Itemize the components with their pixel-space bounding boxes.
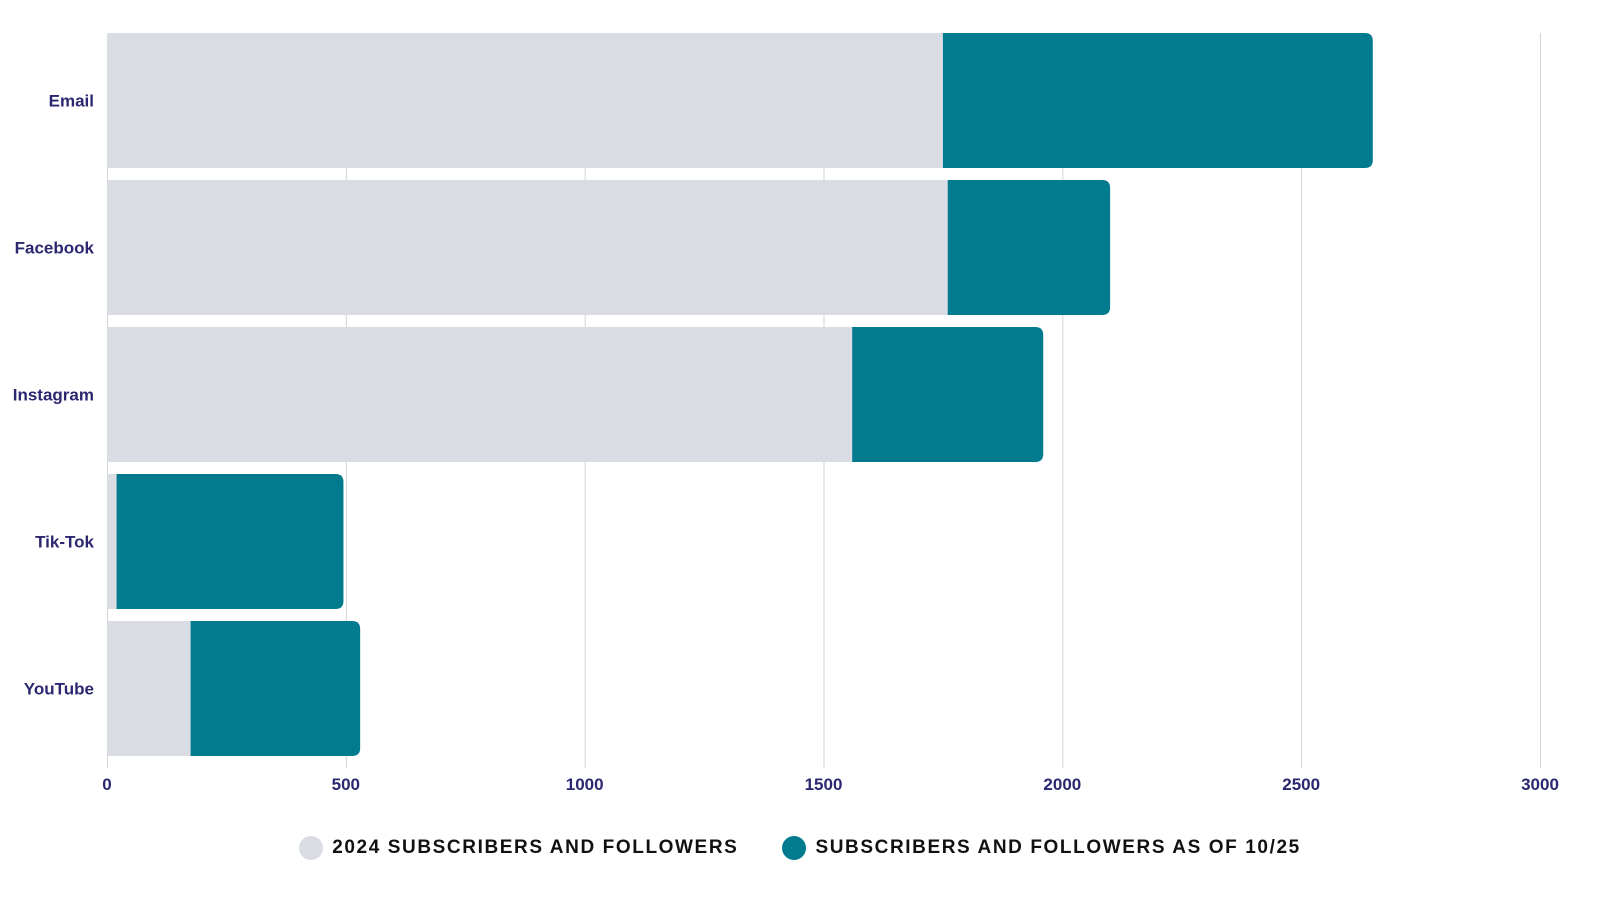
bar-youtube-series-2 [190,621,361,756]
category-label-instagram: Instagram [13,386,94,405]
category-label-email: Email [49,92,94,111]
legend-swatch-2024 [299,836,324,860]
x-axis-tick-labels: 0 500 1000 1500 2000 2500 3000 [102,775,1559,794]
x-tick-label-2500: 2500 [1282,775,1320,794]
bar-facebook-series-2 [947,180,1111,315]
x-tick-label-1500: 1500 [805,775,843,794]
category-label-facebook: Facebook [15,239,95,258]
x-tick-label-1000: 1000 [566,775,604,794]
x-tick-label-2000: 2000 [1043,775,1081,794]
bar-email-series-1 [107,33,943,168]
bar-facebook-series-1 [107,180,948,315]
x-tick-label-0: 0 [102,775,111,794]
bar-instagram-series-1 [107,327,853,462]
bar-tik-tok-series-2 [116,474,344,609]
legend-swatch-current [782,836,807,860]
bar-instagram-series-2 [852,327,1044,462]
bar-tik-tok-series-1 [107,474,117,609]
bar-youtube-series-1 [107,621,191,756]
legend-label-2024: 2024 Subscribers and Followers [332,837,739,858]
category-labels: Email Facebook Instagram Tik-Tok YouTube [13,92,95,699]
x-tick-label-3000: 3000 [1521,775,1559,794]
legend: 2024 Subscribers and Followers Subscribe… [0,828,1600,868]
bars [107,33,1373,756]
category-label-youtube: YouTube [24,680,94,699]
legend-item-2024: 2024 Subscribers and Followers [299,836,738,860]
category-label-tik-tok: Tik-Tok [35,533,94,552]
bar-email-series-2 [942,33,1373,168]
x-tick-label-500: 500 [332,775,360,794]
legend-label-current: Subscribers and Followers as of 10/25 [815,837,1301,858]
legend-item-current: Subscribers and Followers as of 10/25 [782,836,1300,860]
